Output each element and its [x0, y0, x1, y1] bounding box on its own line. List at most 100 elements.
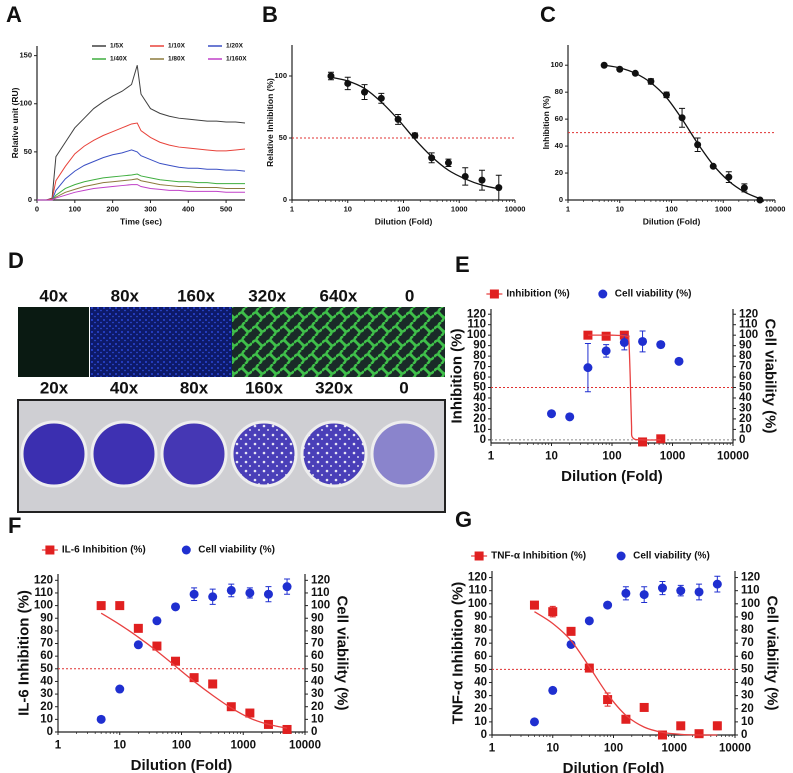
y-tick-label: 50: [40, 663, 53, 675]
marker: [208, 592, 218, 602]
panel-letter: D: [8, 248, 24, 273]
panel-letter: F: [8, 513, 21, 538]
dilution-label: 160x: [245, 378, 283, 397]
y-tick-label: 120: [34, 574, 53, 586]
y-tick-label: 70: [40, 638, 53, 650]
fit-curve: [587, 334, 661, 441]
y-axis-title: IL-6 Inhibition (%): [15, 590, 32, 716]
y-tick-label: 100: [467, 329, 486, 341]
dilution-label: 0: [399, 378, 408, 397]
y-tick-label: 60: [473, 371, 486, 383]
y2-tick-label: 20: [739, 413, 752, 425]
legend-label: IL-6 Inhibition (%): [62, 545, 146, 556]
y-tick-label: 20: [474, 703, 487, 715]
dilution-label: 640x: [319, 286, 357, 305]
y-tick-label: 80: [40, 625, 53, 637]
y2-tick-label: 100: [739, 329, 758, 341]
y2-tick-label: 60: [739, 371, 752, 383]
y-tick-label: 10: [40, 713, 53, 725]
y-tick-label: 110: [467, 319, 486, 331]
fit-curve: [604, 64, 761, 200]
wells: [20, 420, 438, 488]
legend-label: 1/10X: [168, 43, 186, 50]
y2-tick-label: 0: [741, 729, 747, 741]
y-tick-label: 90: [473, 340, 486, 352]
x-axis-title: Dilution (Fold): [561, 468, 663, 485]
marker: [489, 289, 499, 299]
y-tick-label: 60: [40, 650, 53, 662]
x-tick-label: 10000: [717, 451, 749, 463]
y2-axis-title: Cell viability (%): [334, 595, 351, 710]
y2-axis-title: Cell viability (%): [764, 595, 781, 710]
dilution-label: 0: [405, 286, 414, 305]
y-tick-label: 0: [559, 195, 563, 204]
marker: [478, 176, 486, 184]
x-axis-title: Dilution (Fold): [375, 216, 433, 226]
y2-tick-label: 40: [741, 677, 754, 689]
y2-tick-label: 50: [311, 663, 324, 675]
y-tick-label: 100: [274, 71, 287, 80]
y-tick-label: 80: [555, 87, 563, 96]
y2-tick-label: 110: [311, 587, 330, 599]
x-tick-label: 500: [220, 204, 233, 213]
marker: [171, 602, 181, 612]
marker: [709, 162, 717, 170]
marker: [547, 409, 556, 419]
y2-tick-label: 100: [741, 598, 760, 610]
y-tick-label: 80: [473, 350, 486, 362]
marker: [529, 600, 539, 610]
x-tick-label: 1000: [660, 451, 686, 463]
y-tick-label: 100: [34, 600, 53, 612]
x-tick-label: 1000: [451, 204, 468, 213]
marker: [96, 601, 106, 611]
legend-label: Inhibition (%): [506, 289, 569, 300]
y-tick-label: 40: [40, 675, 53, 687]
micrograph: [374, 307, 445, 377]
dilution-label: 160x: [177, 286, 215, 305]
x-tick-label: 0: [35, 204, 39, 213]
x-tick-label: 100: [69, 204, 82, 213]
y2-tick-label: 90: [739, 340, 752, 352]
marker: [657, 730, 667, 740]
marker: [584, 663, 594, 673]
y2-tick-label: 20: [741, 703, 754, 715]
x-tick-label: 1: [566, 204, 570, 213]
marker: [566, 639, 576, 649]
panel-letter: A: [6, 2, 22, 27]
y-tick-label: 40: [473, 392, 486, 404]
marker: [616, 551, 626, 561]
marker: [566, 626, 576, 636]
x-axis-title: Dilution (Fold): [131, 757, 233, 773]
y2-tick-label: 80: [311, 625, 324, 637]
y-tick-label: 110: [468, 585, 487, 597]
x-tick-label: 1000: [715, 204, 732, 213]
x-tick-label: 100: [172, 740, 191, 752]
marker: [474, 551, 484, 561]
y2-tick-label: 40: [739, 392, 752, 404]
marker: [638, 437, 648, 447]
y2-tick-label: 60: [741, 650, 754, 662]
y2-tick-label: 20: [311, 701, 324, 713]
marker: [133, 640, 143, 650]
y-tick-label: 100: [468, 598, 487, 610]
x-tick-label: 10: [344, 204, 352, 213]
line: [37, 65, 246, 201]
marker: [282, 724, 292, 734]
y-axis-title: Inhibition (%): [541, 95, 551, 149]
y2-tick-label: 80: [741, 624, 754, 636]
marker: [565, 412, 575, 422]
x-axis-title: Dilution (Fold): [563, 760, 665, 773]
marker: [181, 545, 191, 555]
fit-curve: [100, 612, 288, 729]
x-tick-label: 10000: [289, 740, 321, 752]
panel: E1 10 100 1000 10000010203040506070809010011…: [448, 252, 778, 485]
y2-tick-label: 120: [739, 308, 758, 320]
x-tick-label: 10000: [505, 204, 526, 213]
marker: [601, 331, 611, 341]
marker: [639, 702, 649, 712]
y-tick-label: 50: [279, 133, 287, 142]
panel: B 1 10 100 1000 10000 0 50 100 Dilution (Fold) Rel…: [262, 2, 525, 227]
y-tick-label: 100: [19, 99, 32, 108]
marker: [694, 729, 704, 739]
marker: [133, 623, 143, 633]
